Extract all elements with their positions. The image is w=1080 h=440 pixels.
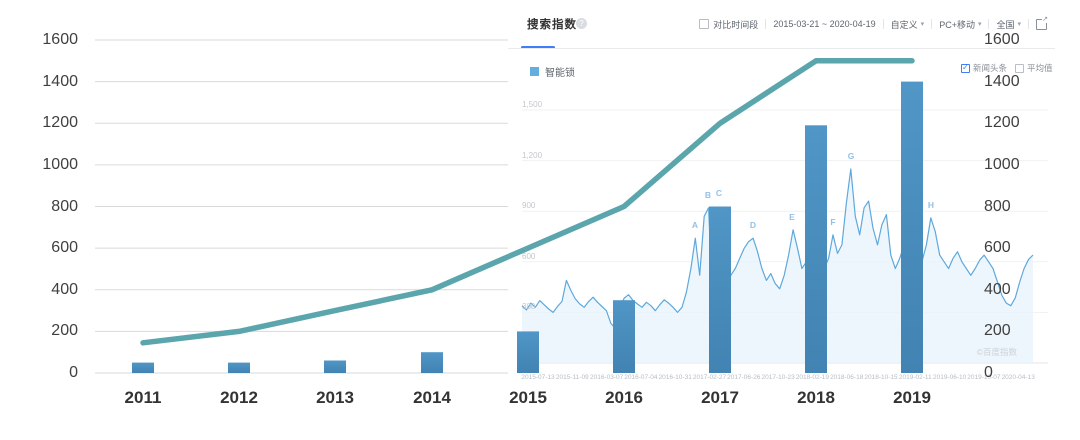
search-index-trend-chart: A B C D E F G H [521,109,1048,364]
trend-date-label: 2015-11-09 [555,374,589,381]
trend-date-label: 2017-06-26 [727,374,761,381]
y-tick-label-left: 600 [51,239,78,257]
y-tick-label-left: 1400 [42,72,78,90]
news-headlines-checkbox[interactable]: ✓ [961,62,970,73]
chevron-down-icon: ▾ [1017,21,1021,28]
tab-search-index[interactable]: 搜索指数 [527,19,577,31]
y-tick-label-right: 800 [984,197,1011,215]
custom-range-dropdown[interactable]: 自定义 [890,19,918,30]
news-event-marker-B[interactable]: B [705,190,711,200]
news-event-marker-F[interactable]: F [830,217,835,227]
y-tick-label-left: 400 [51,280,78,298]
trend-date-label: 2019-10-07 [967,374,1001,381]
news-event-marker-E[interactable]: E [789,212,795,222]
y-tick-label-right: 200 [984,322,1011,340]
widget-toolbar: 对比时间段 2015-03-21 ~ 2020-04-19 自定义 ▾ PC+移… [699,14,1048,31]
toolbar-divider [931,19,933,29]
average-checkbox[interactable] [1015,63,1025,73]
trend-date-label: 2019-02-11 [898,374,932,381]
help-icon[interactable]: ? [576,18,587,29]
trend-y-tick: 1,500 [522,100,543,109]
news-event-marker-D[interactable]: D [750,220,756,230]
trend-date-label: 2019-06-10 [932,374,967,381]
news-event-marker-H[interactable]: H [928,200,934,210]
trend-date-label: 2018-10-15 [864,374,898,381]
toolbar-divider [988,19,990,29]
y-tick-label-left: 800 [51,197,78,215]
y-tick-label-right: 0 [984,364,993,381]
y-tick-label-right: 1400 [984,72,1020,90]
average-label[interactable]: 平均值 [1027,63,1053,73]
trend-y-tick: 600 [522,251,536,261]
region-dropdown[interactable]: 全国 [996,19,1015,30]
toolbar-divider [765,19,767,29]
x-tick-year: 2014 [413,388,451,407]
baidu-index-widget: 搜索指数 ? 对比时间段 2015-03-21 ~ 2020-04-19 自定义… [508,10,1055,390]
x-tick-year: 2019 [893,388,931,407]
toolbar-divider [1028,19,1029,29]
y-tick-label-right: 400 [984,280,1011,298]
x-tick-year: 2017 [701,388,739,407]
open-in-new-icon[interactable]: ↗ [1036,14,1048,30]
device-dropdown[interactable]: PC+移动 [939,19,975,30]
y-tick-label-right: 1600 [984,31,1020,48]
news-headlines-label[interactable]: 新闻头条 [973,63,1008,73]
watermark: ©百度指数 [976,347,1017,357]
header-divider [508,48,1055,49]
news-event-marker-A[interactable]: A [692,220,698,230]
x-tick-year: 2013 [316,388,354,407]
trend-date-label: 2016-07-04 [624,374,658,381]
y-tick-label-right: 1000 [984,155,1020,173]
x-tick-year: 2011 [124,388,162,407]
news-event-marker-G[interactable]: G [848,151,855,161]
y-tick-label-left: 1000 [42,155,78,173]
news-event-marker-C[interactable]: C [716,188,722,198]
chevron-down-icon: ▾ [977,21,982,28]
trend-y-tick: 900 [522,201,536,211]
trend-y-tick: 300 [522,302,536,312]
x-tick-year: 2016 [605,388,643,407]
compare-period-checkbox[interactable] [699,19,710,29]
active-tab-underline [521,46,555,49]
y-tick-label-right: 600 [984,239,1011,257]
y-tick-label-left: 1600 [42,31,78,48]
toolbar-divider [882,19,884,29]
trend-date-label: 2016-10-31 [658,374,692,381]
trend-date-label: 2017-10-23 [761,374,795,381]
x-tick-year: 2015 [509,388,547,407]
date-range-value[interactable]: 2015-03-21 ~ 2020-04-19 [773,19,876,29]
trend-date-label: 2018-02-19 [795,374,830,381]
chart-options: ✓ 新闻头条 平均值 [961,62,1053,74]
trend-date-label: 2020-04-13 [1001,374,1035,381]
y-tick-label-left: 200 [51,322,78,340]
trend-y-tick: 1,200 [522,150,543,160]
y-tick-label-left: 0 [69,364,78,381]
y-tick-label-left: 1200 [42,114,78,132]
compare-period-label[interactable]: 对比时间段 [713,19,759,30]
x-tick-year: 2018 [797,388,835,407]
chevron-down-icon: ▾ [920,21,925,28]
y-tick-label-right: 1200 [984,114,1020,132]
x-tick-year: 2012 [220,388,258,407]
trend-date-label: 2016-03-07 [589,374,624,381]
trend-date-label: 2018-06-18 [830,374,864,381]
trend-date-label: 2017-02-27 [692,374,727,381]
trend-date-label: 2015-07-13 [521,374,555,381]
